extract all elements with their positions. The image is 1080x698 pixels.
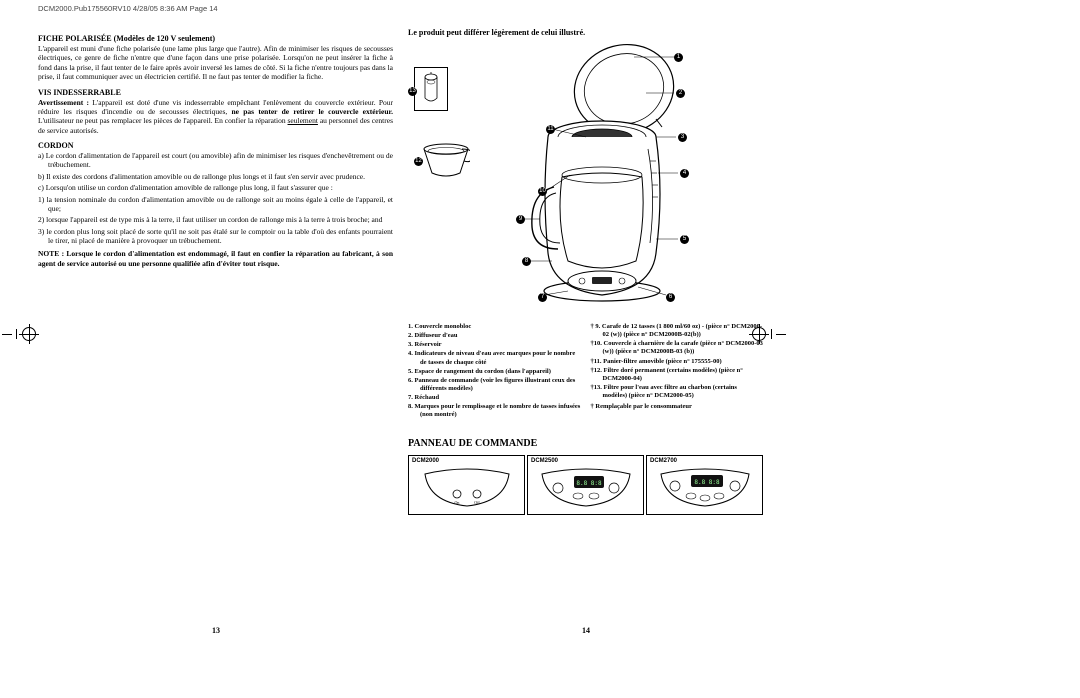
cordon-3: 3) le cordon plus long soit placé de sor… [38, 227, 393, 246]
page-14: Le produit peut différer légèrement de c… [408, 28, 763, 515]
callout-12: 12 [414, 157, 423, 166]
section-fiche-body: L'appareil est muni d'une fiche polarisé… [38, 44, 393, 82]
callout-1: 1 [674, 53, 683, 62]
callout-9: 9 [516, 215, 525, 224]
part-7: 7. Réchaud [408, 394, 581, 402]
registration-left [22, 327, 36, 341]
section-fiche-title: FICHE POLARISÉE (Modèles de 120 V seulem… [38, 34, 393, 43]
part-13: †13. Filtre pour l'eau avec filtre au ch… [591, 384, 764, 400]
cordon-b: b) Il existe des cordons d'alimentation … [38, 172, 393, 181]
callout-11: 11 [546, 125, 555, 134]
filter-cartridge-icon [421, 72, 441, 106]
part-9: † 9. Carafe de 12 tasses (1 800 ml/60 oz… [591, 323, 764, 339]
panel-dcm2700: DCM2700 8.8 8:8 [646, 455, 763, 515]
parts-col-left: 1. Couvercle monobloc 2. Diffuseur d'eau… [408, 323, 581, 420]
part-11: †11. Panier-filtre amovible (pièce n° 17… [591, 358, 764, 366]
product-differ-note: Le produit peut différer légèrement de c… [408, 28, 763, 37]
callout-7: 7 [538, 293, 547, 302]
callout-8: 8 [522, 257, 531, 266]
svg-text:8.8 8:8: 8.8 8:8 [576, 480, 602, 487]
panneau-title: PANNEAU DE COMMANDE [408, 438, 763, 449]
part-4: 4. Indicateurs de niveau d'eau avec marq… [408, 350, 581, 366]
parts-list: 1. Couvercle monobloc 2. Diffuseur d'eau… [408, 323, 763, 420]
filter-cartridge-thumb [414, 67, 448, 111]
cordon-note: NOTE : Lorsque le cordon d'alimentation … [38, 249, 393, 268]
svg-text:On: On [455, 500, 460, 505]
file-header: DCM2000.Pub175560RV10 4/28/05 8:36 AM Pa… [38, 4, 218, 13]
cordon-1: 1) la tension nominale du cordon d'alime… [38, 195, 393, 214]
page-13: FICHE POLARISÉE (Modèles de 120 V seulem… [38, 28, 393, 268]
product-diagram: 13 12 [408, 43, 763, 323]
callout-6: 6 [666, 293, 675, 302]
callout-3: 3 [678, 133, 687, 142]
control-panel-row: DCM2000 On Off DCM2500 8.8 8:8 DCM2 [408, 455, 763, 515]
parts-col-right: † 9. Carafe de 12 tasses (1 800 ml/60 oz… [591, 323, 764, 420]
cordon-c: c) Lorsqu'on utilise un cordon d'aliment… [38, 183, 393, 192]
part-5: 5. Espace de rangement du cordon (dans l… [408, 368, 581, 376]
callout-2: 2 [676, 89, 685, 98]
part-6: 6. Panneau de commande (voir les figures… [408, 377, 581, 393]
part-8: 8. Marques pour le remplissage et le nom… [408, 403, 581, 419]
crop-mark-right [770, 326, 786, 342]
replaceable-note: † Remplaçable par le consommateur [591, 403, 764, 411]
part-2: 2. Diffuseur d'eau [408, 332, 581, 340]
section-vis-title: VIS INDESSERRABLE [38, 88, 393, 97]
callout-4: 4 [680, 169, 689, 178]
section-cordon-title: CORDON [38, 141, 393, 150]
svg-text:Off: Off [474, 500, 480, 505]
part-12: †12. Filtre doré permanent (certains mod… [591, 367, 764, 383]
panel-dcm2000: DCM2000 On Off [408, 455, 525, 515]
panel-label-2: DCM2500 [531, 458, 558, 464]
panel-label-1: DCM2000 [412, 458, 439, 464]
cordon-a: a) Le cordon d'alimentation de l'apparei… [38, 151, 393, 170]
panel-dcm2700-icon: 8.8 8:8 [655, 466, 755, 510]
page-number-14: 14 [582, 626, 590, 635]
callout-13: 13 [408, 87, 417, 96]
crop-mark-left [2, 326, 18, 342]
panel-dcm2500-icon: 8.8 8:8 [536, 466, 636, 510]
cordon-2: 2) lorsque l'appareil est de type mis à … [38, 215, 393, 224]
callout-5: 5 [680, 235, 689, 244]
filter-basket-icon [422, 143, 470, 179]
part-3: 3. Réservoir [408, 341, 581, 349]
callout-10: 10 [538, 187, 547, 196]
section-vis-body: Avertissement : L'appareil est doté d'un… [38, 98, 393, 136]
svg-text:8.8 8:8: 8.8 8:8 [694, 479, 720, 486]
panel-dcm2000-icon: On Off [417, 466, 517, 510]
part-10: †10. Couvercle à charnière de la carafe … [591, 340, 764, 356]
panel-label-3: DCM2700 [650, 458, 677, 464]
page-number-13: 13 [212, 626, 220, 635]
part-1: 1. Couvercle monobloc [408, 323, 581, 331]
panel-dcm2500: DCM2500 8.8 8:8 [527, 455, 644, 515]
